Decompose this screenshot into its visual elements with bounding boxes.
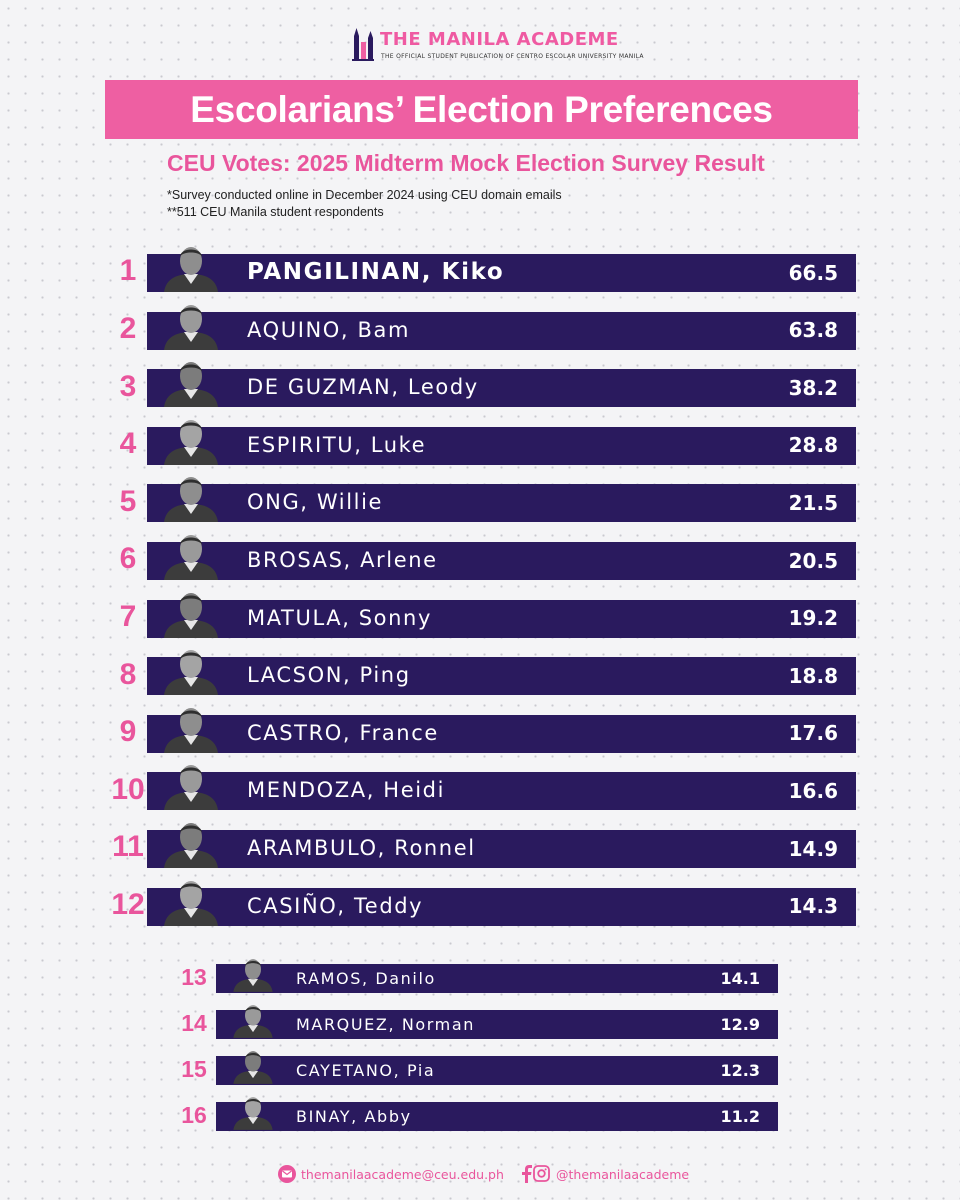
- page-title: Escolarians’ Election Preferences: [190, 88, 773, 130]
- candidate-photo: [164, 419, 218, 465]
- candidate-rank: 2: [119, 312, 137, 345]
- candidate-photo: [164, 650, 218, 696]
- candidate-photo: [164, 247, 218, 292]
- candidate-name: BINAY, Abby: [296, 1106, 412, 1126]
- candidate-photo: [233, 1005, 273, 1038]
- candidate-bar: [147, 599, 856, 638]
- candidate-bar: [216, 1010, 778, 1039]
- footer: themanilaacademe@ceu.edu.ph @themanilaac…: [0, 1163, 960, 1187]
- candidate-rank: 14: [181, 1010, 207, 1037]
- title-banner: Escolarians’ Election Preferences: [105, 80, 858, 139]
- candidate-bar: [147, 714, 856, 753]
- candidate-photo: [164, 535, 218, 580]
- candidate-bar: [147, 657, 856, 696]
- candidate-photo: [164, 304, 218, 350]
- candidate-bar: [147, 830, 856, 868]
- candidate-bar: [147, 542, 856, 580]
- candidate-bar: [147, 484, 856, 523]
- tower-logo-icon: [352, 28, 374, 61]
- candidate-percentage: 11.2: [720, 1106, 760, 1126]
- candidate-photo: [164, 765, 218, 811]
- candidate-percentage: 12.9: [720, 1014, 760, 1034]
- brand-subtitle: THE OFFICIAL STUDENT PUBLICATION OF CENT…: [381, 53, 644, 60]
- candidate-rank: 9: [119, 715, 137, 749]
- candidate-rank: 4: [119, 427, 137, 461]
- candidate-photo: [164, 362, 218, 408]
- candidate-percentage: 14.1: [720, 968, 760, 988]
- footer-email[interactable]: themanilaacademe@ceu.edu.ph: [301, 1167, 504, 1182]
- candidate-rank: 6: [119, 542, 137, 576]
- candidate-name: ESPIRITU, Luke: [247, 432, 427, 457]
- candidate-name: MATULA, Sonny: [247, 605, 432, 630]
- candidate-percentage: 16.6: [788, 779, 838, 803]
- candidate-rank: 10: [111, 772, 145, 806]
- candidate-photo: [164, 880, 218, 926]
- candidate-photo: [233, 959, 273, 992]
- header: THE MANILA ACADEME THE OFFICIAL STUDENT …: [0, 26, 960, 66]
- candidate-percentage: 14.9: [788, 836, 838, 861]
- candidate-rank: 11: [112, 830, 144, 864]
- candidate-percentage: 18.8: [788, 663, 838, 688]
- candidate-percentage: 38.2: [788, 375, 838, 400]
- candidate-name: AQUINO, Bam: [247, 317, 411, 342]
- candidate-photo: [164, 823, 218, 868]
- candidate-rank: 8: [119, 657, 137, 691]
- email-icon: [278, 1165, 296, 1183]
- candidate-name: CASIÑO, Teddy: [247, 893, 424, 918]
- candidate-bar: [147, 426, 856, 465]
- candidate-name: ONG, Willie: [247, 490, 384, 515]
- candidate-rank: 13: [181, 964, 207, 991]
- candidate-name: MARQUEZ, Norman: [296, 1014, 475, 1034]
- footer-social-handle[interactable]: @themanilaacademe: [556, 1167, 690, 1182]
- candidate-percentage: 12.3: [720, 1060, 760, 1080]
- candidate-name: DE GUZMAN, Leody: [247, 375, 479, 400]
- candidate-name: BROSAS, Arlene: [247, 547, 438, 572]
- candidate-photo: [164, 477, 218, 523]
- candidate-rank: 16: [181, 1102, 207, 1129]
- candidate-name: RAMOS, Danilo: [296, 968, 436, 988]
- candidate-name: ARAMBULO, Ronnel: [247, 835, 476, 860]
- candidate-name: CASTRO, France: [247, 720, 439, 745]
- candidate-bar: [216, 1102, 778, 1131]
- candidate-rank: 12: [111, 888, 145, 921]
- candidate-percentage: 21.5: [788, 491, 838, 515]
- candidate-bar: [216, 1056, 778, 1085]
- candidate-name: LACSON, Ping: [247, 663, 411, 688]
- brand-title: THE MANILA ACADEME: [380, 29, 619, 50]
- candidate-name: PANGILINAN, Kiko: [247, 258, 505, 285]
- facebook-icon[interactable]: [521, 1165, 533, 1183]
- candidate-bar: [147, 887, 856, 926]
- candidate-percentage: 20.5: [788, 548, 838, 573]
- candidate-rank: 15: [181, 1056, 207, 1083]
- candidate-percentage: 28.8: [788, 433, 838, 458]
- candidate-bar: [147, 369, 856, 408]
- candidate-percentage: 19.2: [788, 606, 838, 631]
- candidate-percentage: 63.8: [788, 318, 838, 343]
- candidate-bar: [147, 254, 856, 292]
- candidate-photo: [164, 592, 218, 638]
- candidate-rank: 5: [119, 484, 137, 518]
- candidate-name: CAYETANO, Pia: [296, 1060, 436, 1080]
- candidate-bar: [147, 772, 856, 811]
- candidate-photo: [233, 1097, 273, 1130]
- respondents-note: **511 CEU Manila student respondents: [167, 205, 384, 219]
- candidate-photo: [164, 707, 218, 753]
- instagram-icon[interactable]: [533, 1165, 550, 1182]
- survey-note: *Survey conducted online in December 202…: [167, 188, 562, 202]
- candidate-percentage: 14.3: [788, 894, 838, 919]
- candidate-percentage: 17.6: [788, 721, 838, 746]
- candidate-bar: [147, 311, 856, 350]
- candidate-rank: 1: [119, 254, 137, 288]
- candidate-percentage: 66.5: [788, 260, 838, 285]
- candidate-bar: [216, 964, 778, 993]
- subtitle: CEU Votes: 2025 Midterm Mock Election Su…: [167, 150, 765, 176]
- candidate-name: MENDOZA, Heidi: [247, 778, 446, 803]
- candidate-photo: [233, 1051, 273, 1084]
- candidate-rank: 7: [119, 600, 137, 633]
- candidate-rank: 3: [119, 369, 137, 403]
